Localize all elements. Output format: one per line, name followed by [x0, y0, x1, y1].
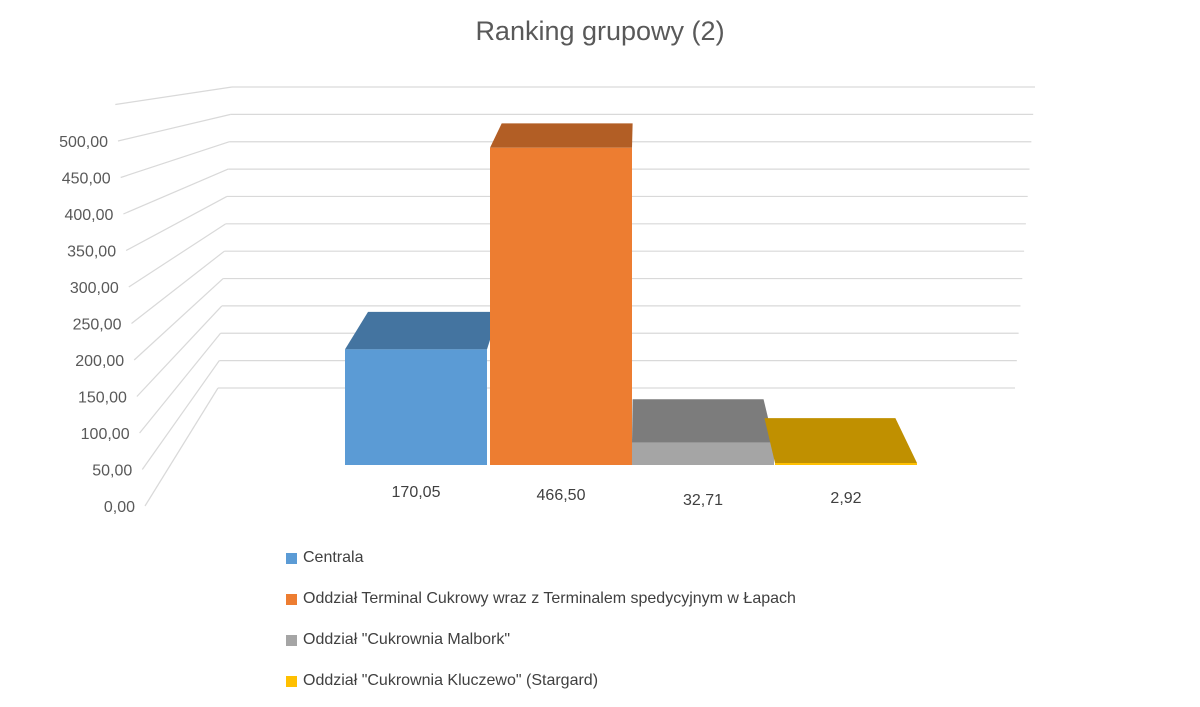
y-tick-label: 150,00: [78, 390, 127, 407]
gridline-side: [120, 141, 230, 179]
y-tick-label: 400,00: [64, 207, 113, 224]
bar-top-3: [764, 418, 917, 464]
bar-1: [490, 147, 632, 465]
y-tick-label: 200,00: [75, 353, 124, 370]
bar-2: [632, 442, 774, 465]
gridline-side: [125, 195, 228, 252]
gridline-side: [133, 278, 224, 361]
legend-item: Centrala: [286, 549, 363, 567]
legend-label: Centrala: [303, 549, 364, 566]
bar-0: [345, 349, 487, 465]
gridline-side: [136, 305, 223, 397]
gridline-side: [117, 113, 231, 142]
legend-swatch: [286, 593, 297, 605]
y-tick-label: 100,00: [81, 426, 130, 443]
legend-item: Oddział "Cukrownia Kluczewo" (Stargard): [286, 672, 598, 690]
bar-top-1: [490, 123, 633, 148]
y-tick-label: 300,00: [70, 280, 119, 297]
gridline-side: [128, 223, 226, 288]
y-tick-label: 450,00: [62, 171, 111, 188]
gridline-side: [141, 360, 220, 470]
legend-swatch: [286, 552, 297, 564]
data-label-3: 2,92: [830, 490, 861, 507]
legend-label: Oddział Terminal Cukrowy wraz z Terminal…: [303, 590, 796, 607]
legend-swatch: [286, 675, 297, 687]
gridline-side: [139, 332, 222, 434]
bar-top-2: [632, 399, 774, 443]
y-tick-label: 50,00: [92, 463, 132, 480]
legend-item: Oddział "Cukrownia Malbork": [286, 631, 510, 649]
y-tick-label: 0,00: [104, 499, 135, 516]
gridline-side: [144, 387, 219, 507]
gridline-side: [131, 250, 225, 324]
data-label-2: 32,71: [683, 492, 723, 509]
y-tick-label: 350,00: [67, 244, 116, 261]
gridline-side: [123, 168, 229, 215]
chart-title: Ranking grupowy (2): [475, 16, 725, 46]
data-label-1: 466,50: [537, 487, 586, 504]
gridline-side: [115, 86, 233, 106]
bar-3: [775, 463, 917, 465]
legend-label: Oddział "Cukrownia Kluczewo" (Stargard): [303, 672, 599, 689]
legend-item: Oddział Terminal Cukrowy wraz z Terminal…: [286, 590, 796, 608]
bar-top-0: [345, 311, 499, 350]
legend-swatch: [286, 634, 297, 646]
y-tick-label: 250,00: [73, 317, 122, 334]
y-tick-label: 500,00: [59, 134, 108, 151]
data-label-0: 170,05: [392, 484, 441, 501]
legend-label: Oddział "Cukrownia Malbork": [303, 631, 510, 648]
